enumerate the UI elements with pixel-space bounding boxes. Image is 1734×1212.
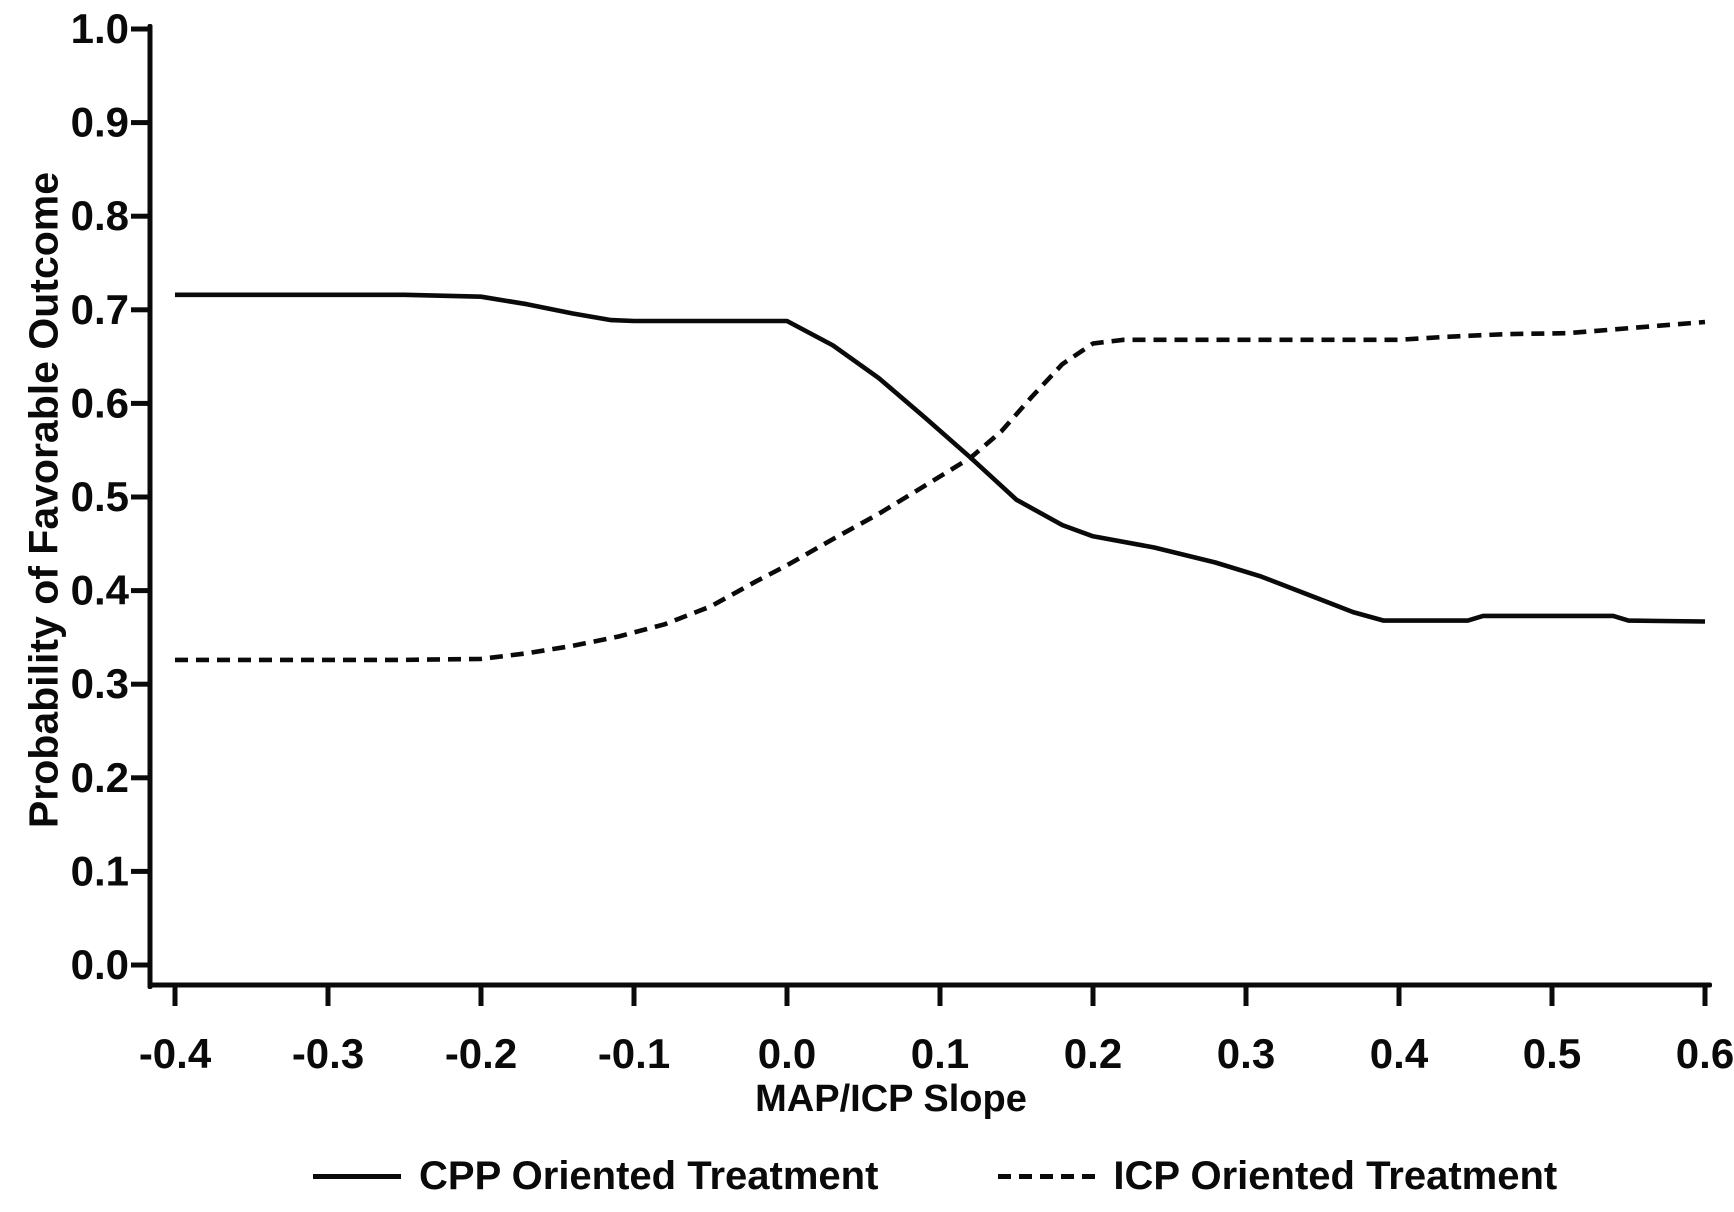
y-tick-label: 1.0 — [71, 5, 129, 52]
y-tick — [131, 494, 150, 500]
x-tick — [631, 987, 637, 1006]
x-tick — [172, 987, 178, 1006]
x-tick-label: 0.1 — [911, 1030, 969, 1077]
x-tick — [325, 987, 331, 1006]
x-tick-label: 0.6 — [1676, 1030, 1734, 1077]
x-tick-label: 0.0 — [758, 1030, 816, 1077]
y-tick-label: 0.3 — [71, 660, 129, 707]
legend-item-icp: ICP Oriented Treatment — [998, 1154, 1557, 1199]
x-tick-label: -0.2 — [445, 1030, 517, 1077]
x-tick — [478, 987, 484, 1006]
legend-label-icp: ICP Oriented Treatment — [1113, 1154, 1558, 1198]
x-tick-label: 0.4 — [1370, 1030, 1429, 1077]
x-tick-label: 0.2 — [1064, 1030, 1122, 1077]
series-line-icp — [175, 319, 1706, 663]
y-tick — [131, 120, 150, 126]
y-tick — [131, 681, 150, 687]
x-tick — [784, 987, 790, 1006]
y-tick-label: 0.7 — [71, 286, 129, 333]
y-tick-label: 0.0 — [71, 941, 129, 988]
y-tick — [131, 962, 150, 968]
x-tick-label: -0.4 — [139, 1030, 212, 1077]
solid-line-swatch — [313, 1174, 401, 1179]
y-tick — [131, 213, 150, 219]
y-tick-label: 0.9 — [71, 99, 129, 146]
x-tick-label: 0.5 — [1523, 1030, 1581, 1077]
dashed-line-swatch — [998, 1174, 1096, 1179]
x-tick — [1702, 987, 1708, 1006]
y-tick — [131, 26, 150, 32]
y-tick — [131, 588, 150, 594]
y-tick-label: 0.4 — [71, 567, 130, 614]
y-tick — [131, 400, 150, 406]
y-tick-label: 0.5 — [71, 473, 129, 520]
x-tick-label: 0.3 — [1217, 1030, 1275, 1077]
y-tick — [131, 775, 150, 781]
x-tick-label: -0.1 — [598, 1030, 670, 1077]
x-tick — [1090, 987, 1096, 1006]
y-tick-label: 0.1 — [71, 847, 129, 894]
legend-label-cpp: CPP Oriented Treatment — [419, 1154, 879, 1198]
y-tick-label: 0.2 — [71, 754, 129, 801]
x-axis-title: MAP/ICP Slope — [755, 1078, 1027, 1120]
x-axis-line — [148, 982, 1712, 988]
y-tick — [131, 307, 150, 313]
x-tick — [1396, 987, 1402, 1006]
x-tick — [1243, 987, 1249, 1006]
x-tick — [937, 987, 943, 1006]
y-tick-label: 0.6 — [71, 379, 129, 426]
series-line-cpp — [175, 292, 1706, 624]
y-axis-line — [147, 24, 153, 989]
y-tick-label: 0.8 — [71, 192, 129, 239]
x-tick-label: -0.3 — [292, 1030, 364, 1077]
y-axis-title: Probability of Favorable Outcome — [20, 171, 67, 829]
legend-item-cpp: CPP Oriented Treatment — [313, 1154, 878, 1199]
y-tick — [131, 868, 150, 874]
legend: CPP Oriented Treatment ICP Oriented Trea… — [313, 1154, 1557, 1199]
x-tick — [1549, 987, 1555, 1006]
